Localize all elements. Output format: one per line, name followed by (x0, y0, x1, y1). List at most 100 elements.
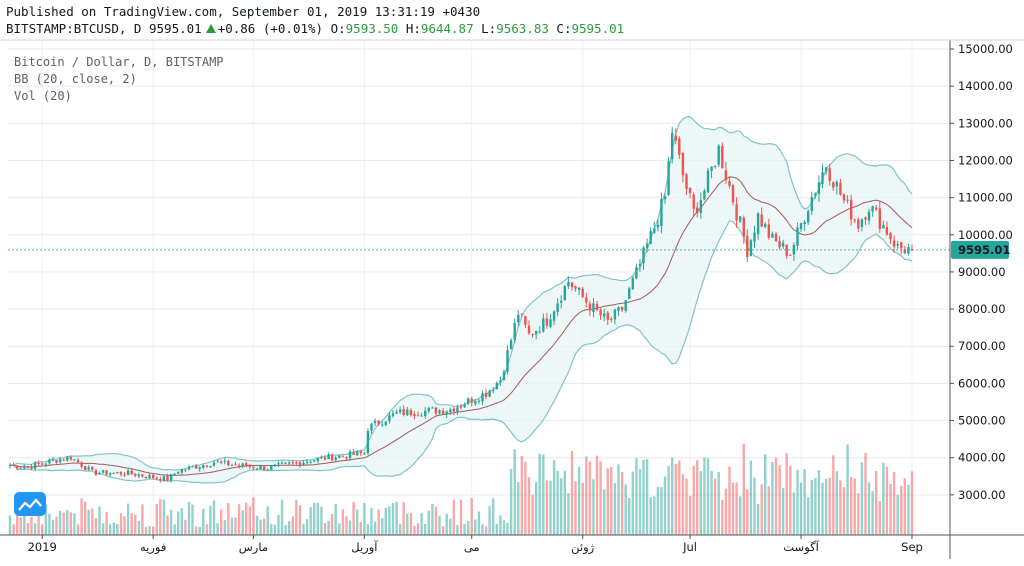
volume-bar (520, 456, 523, 535)
volume-bar (420, 512, 423, 535)
volume-bar (162, 499, 166, 535)
candle-body (642, 247, 645, 264)
volume-bar (94, 518, 98, 535)
y-tick-label: 5000.00 (958, 414, 1006, 428)
triangle-up-icon (205, 24, 216, 33)
candle-body (58, 459, 62, 462)
candle-body (119, 472, 123, 475)
volume-bar (169, 509, 173, 535)
candle-body (470, 398, 473, 403)
volume-bar (212, 500, 216, 535)
volume-bar (12, 524, 15, 535)
candle-body (878, 208, 881, 229)
candle-body (202, 465, 205, 468)
candle-body (835, 181, 838, 187)
candle-body (713, 166, 717, 168)
volume-bar (724, 488, 728, 535)
volume-bar (581, 483, 584, 535)
candle-body (599, 309, 602, 316)
volume-bar (166, 515, 169, 535)
volume-bar (535, 482, 538, 535)
candle-body (241, 463, 244, 467)
candle-body (495, 383, 498, 390)
legend-vol: Vol (20) (14, 89, 72, 103)
candle-body (262, 466, 266, 471)
candles (8, 127, 914, 483)
candle-body (338, 455, 341, 458)
volume-bar (51, 519, 55, 535)
candle-body (699, 200, 702, 213)
volume-bar (134, 514, 137, 535)
candle-body (388, 415, 391, 422)
volume-bar (298, 505, 302, 535)
x-tick-label: آگوست (783, 540, 819, 555)
candle-body (814, 193, 817, 196)
candle-body (377, 420, 380, 425)
candle-body (828, 168, 831, 181)
candle-body (803, 222, 806, 224)
volume-bar (667, 465, 670, 535)
volume-bar (638, 469, 642, 535)
volume-bar (824, 479, 828, 535)
x-tick-label: آوریل (351, 540, 378, 555)
volume-bar (552, 460, 556, 535)
volume-bar (8, 515, 12, 535)
candle-body (585, 297, 588, 303)
volume-bar (80, 498, 83, 535)
volume-bar (606, 468, 609, 535)
candle-body (892, 240, 896, 247)
candle-body (23, 467, 26, 469)
volume-bar (771, 462, 774, 535)
candle-body (26, 466, 30, 468)
candle-body (220, 461, 223, 463)
candle-body (603, 313, 606, 317)
candle-body (638, 263, 642, 267)
volume-bar (69, 512, 72, 535)
candle-body (706, 170, 710, 193)
candle-body (44, 463, 47, 465)
volume-bar (191, 504, 194, 535)
volume-bar (159, 499, 162, 535)
volume-bar (91, 508, 94, 535)
candle-body (449, 409, 452, 413)
volume-bar (33, 523, 37, 535)
candle-body (531, 334, 534, 336)
volume-bar (699, 471, 702, 535)
candle-body (184, 469, 187, 471)
volume-bar (721, 499, 724, 535)
volume-bar (194, 526, 198, 535)
volume-bar (706, 458, 710, 535)
volume-bar (259, 519, 262, 535)
candle-body (309, 462, 312, 464)
candle-body (778, 240, 781, 248)
volume-bar (595, 455, 599, 535)
candle-body (499, 380, 502, 383)
candle-body (574, 286, 577, 289)
candle-body (48, 459, 51, 464)
candle-body (903, 249, 906, 254)
candle-body (452, 408, 455, 412)
volume-bar (438, 515, 441, 535)
volume-bar (756, 504, 760, 535)
candle-body (850, 199, 853, 220)
volume-bar (817, 470, 821, 535)
volume-bar (867, 482, 871, 535)
candle-body (245, 463, 248, 467)
volume-bar (645, 459, 649, 535)
volume-bar (821, 482, 824, 535)
candle-body (416, 415, 420, 417)
candle-body (359, 451, 362, 453)
candle-body (739, 216, 742, 222)
volume-bar (223, 520, 226, 535)
candle-body (595, 304, 599, 310)
ohlc-header: BITSTAMP:BTCUSD, D 9595.01 +0.86 (+0.01%)… (6, 21, 624, 36)
candle-body (144, 477, 148, 478)
candle-body (19, 467, 22, 469)
candle-body (506, 350, 509, 372)
candle-body (484, 392, 488, 397)
volume-bar (305, 519, 309, 535)
volume-bar (810, 479, 813, 535)
volume-bar (116, 523, 119, 535)
candle-body (753, 232, 756, 242)
